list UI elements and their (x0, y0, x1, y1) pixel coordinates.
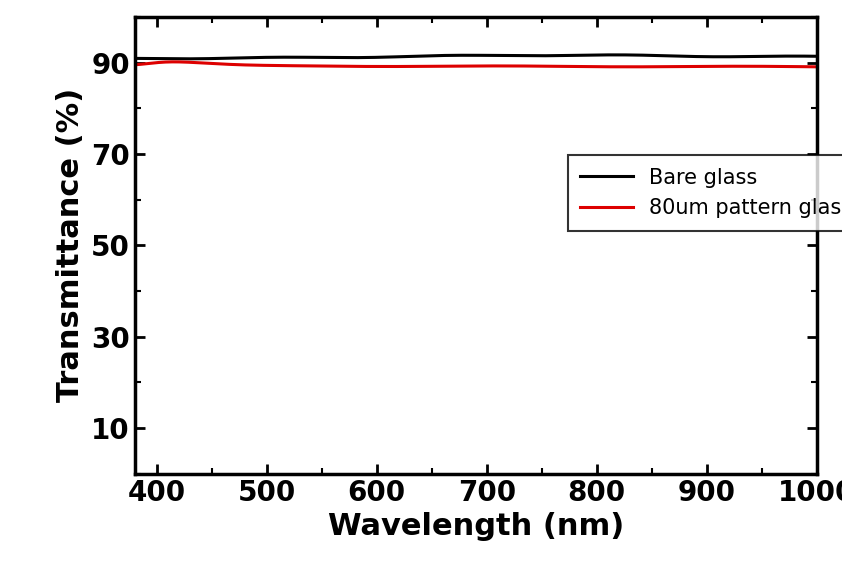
Bare glass (812, 53, 822, 60)
80um pattern glass (624, 63, 634, 70)
Bare glass (179, 55, 189, 62)
80um pattern glass (586, 63, 596, 70)
Line: 80um pattern glass: 80um pattern glass (135, 62, 817, 67)
Bare glass (533, 52, 543, 59)
X-axis label: Wavelength (nm): Wavelength (nm) (328, 512, 624, 541)
80um pattern glass (252, 62, 262, 69)
80um pattern glass (306, 63, 317, 69)
80um pattern glass (440, 63, 450, 69)
Bare glass (646, 52, 656, 59)
80um pattern glass (533, 63, 543, 69)
Bare glass (440, 52, 450, 59)
80um pattern glass (646, 63, 656, 70)
Bare glass (252, 54, 262, 61)
Bare glass (586, 52, 596, 59)
Legend: Bare glass, 80um pattern glass: Bare glass, 80um pattern glass (568, 155, 842, 231)
80um pattern glass (812, 63, 822, 70)
80um pattern glass (169, 59, 179, 65)
Bare glass (610, 51, 621, 58)
Y-axis label: Transmittance (%): Transmittance (%) (56, 88, 85, 403)
Line: Bare glass: Bare glass (135, 55, 817, 59)
Bare glass (306, 54, 317, 61)
Bare glass (130, 55, 140, 62)
80um pattern glass (130, 61, 140, 68)
